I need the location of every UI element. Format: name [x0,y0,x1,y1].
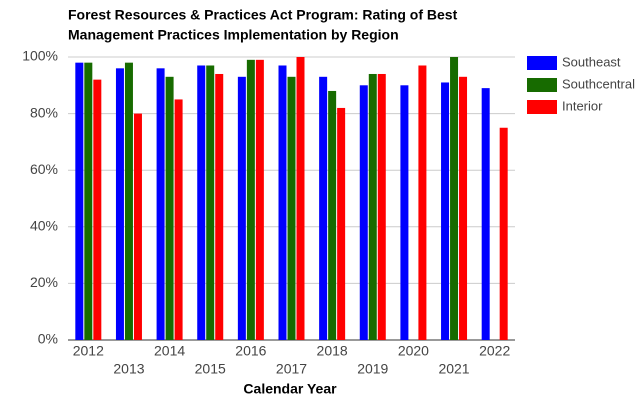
bar [124,62,133,340]
bar [246,59,255,341]
bar [287,76,296,340]
bar [174,99,183,340]
bar [400,85,409,340]
legend-swatch [527,78,557,92]
legend-label: Southcentral [562,76,635,91]
bar [450,57,459,340]
bar [481,88,490,340]
bar [296,57,305,340]
bar [156,68,165,340]
x-tick-label: 2014 [154,343,185,359]
x-tick-label: 2017 [276,361,307,377]
bar [84,62,93,340]
x-axis-title: Calendar Year [243,381,337,397]
bar [368,73,377,340]
x-tick-label: 2018 [317,343,348,359]
x-tick-label: 2019 [357,361,388,377]
legend-label: Interior [562,98,603,113]
bar [115,68,124,340]
bar [328,90,337,341]
x-tick-label: 2016 [235,343,266,359]
bar [337,107,346,340]
bar [165,76,174,340]
bar [133,113,142,340]
bar [75,62,84,340]
chart-title: Forest Resources & Practices Act Program… [68,7,458,23]
bar [206,65,215,341]
y-tick-label: 40% [30,218,58,234]
bar [359,85,368,340]
y-tick-label: 80% [30,104,58,120]
x-tick-label: 2012 [73,343,104,359]
bar [215,73,224,340]
bar [93,79,102,340]
bar [255,59,264,341]
chart-title: Management Practices Implementation by R… [68,27,399,43]
y-tick-label: 20% [30,274,58,290]
bar [319,76,328,340]
x-tick-label: 2021 [438,361,469,377]
legend-swatch [527,100,557,114]
x-tick-label: 2022 [479,343,510,359]
bar [441,82,450,340]
bar [459,76,468,340]
y-tick-label: 100% [22,48,58,64]
bar [377,73,386,340]
bar [499,127,508,340]
legend-label: Southeast [562,54,621,69]
legend-swatch [527,56,557,70]
x-tick-label: 2020 [398,343,429,359]
y-tick-label: 0% [38,331,58,347]
y-tick-label: 60% [30,161,58,177]
bar [278,65,287,341]
bar [418,65,427,341]
x-tick-label: 2015 [195,361,226,377]
bar [197,65,206,341]
bar [237,76,246,340]
x-tick-label: 2013 [113,361,144,377]
